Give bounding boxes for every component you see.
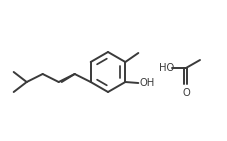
Text: O: O (181, 88, 189, 98)
Text: OH: OH (139, 78, 154, 88)
Text: HO: HO (158, 63, 173, 73)
